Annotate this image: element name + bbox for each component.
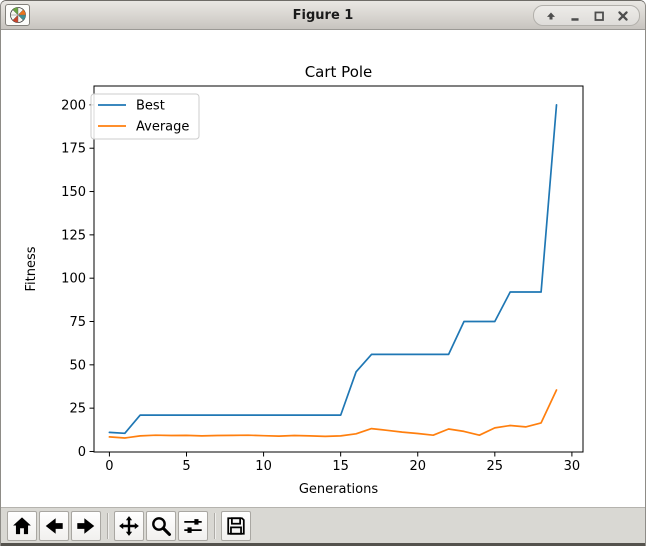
shade-button[interactable] [541,7,560,24]
axes-spines [93,85,584,453]
x-tick-label: 15 [332,459,349,474]
legend-label-best: Best [136,99,165,114]
back-arrow-icon [45,517,63,534]
minimize-button[interactable] [565,7,584,24]
shade-icon [546,11,555,20]
save-button[interactable] [221,510,251,541]
close-button[interactable] [613,7,632,24]
window-bottom-edge [1,543,645,546]
average-line [108,389,558,439]
home-button[interactable] [7,510,37,541]
figure-canvas[interactable]: 0 5 10 15 20 25 30 0 25 50 75 100 125 150 175 200 Cart P… [1,30,645,507]
close-icon [617,10,628,21]
y-tick-label: 150 [61,185,86,200]
magnifier-icon [152,516,171,536]
x-tick-label: 30 [564,459,581,474]
maximize-icon [594,11,604,21]
home-icon [13,516,31,534]
legend-label-average: Average [136,120,189,135]
minimize-icon [570,17,579,21]
y-tick-label: 175 [61,142,86,157]
matplotlib-logo-icon [9,7,26,23]
forward-arrow-icon [77,517,95,534]
x-tick-label: 25 [487,459,504,474]
pan-button[interactable] [114,510,144,541]
pan-icon [119,515,139,536]
x-tick-label: 10 [255,459,272,474]
y-tick-label: 125 [61,228,86,243]
y-tick-label: 50 [69,358,86,373]
forward-button[interactable] [71,510,101,541]
back-button[interactable] [39,510,69,541]
window-controls [533,5,640,26]
y-tick-label: 100 [61,272,86,287]
app-icon [5,4,30,26]
window-titlebar[interactable]: Figure 1 [1,1,645,30]
x-tick-label: 0 [105,459,113,474]
x-tick-label: 20 [409,459,426,474]
best-line [108,104,558,435]
chart-title: Cart Pole [305,63,373,81]
x-tick-label: 5 [182,459,190,474]
y-tick-label: 25 [69,402,86,417]
x-axis-label: Generations [299,482,379,497]
zoom-button[interactable] [146,510,176,541]
maximize-button[interactable] [589,7,608,24]
sliders-icon [184,518,202,533]
save-floppy-icon [227,516,245,535]
configure-subplots-button[interactable] [178,510,208,541]
cart-pole-chart[interactable]: 0 5 10 15 20 25 30 0 25 50 75 100 125 150 175 200 Cart P… [1,30,646,507]
y-axis-label: Fitness [24,246,39,291]
toolbar-separator [214,512,215,539]
y-tick-label: 75 [69,315,86,330]
y-tick-label: 0 [78,445,86,460]
y-tick-label: 200 [61,98,86,113]
navigation-toolbar [1,507,645,543]
toolbar-separator [107,512,108,539]
